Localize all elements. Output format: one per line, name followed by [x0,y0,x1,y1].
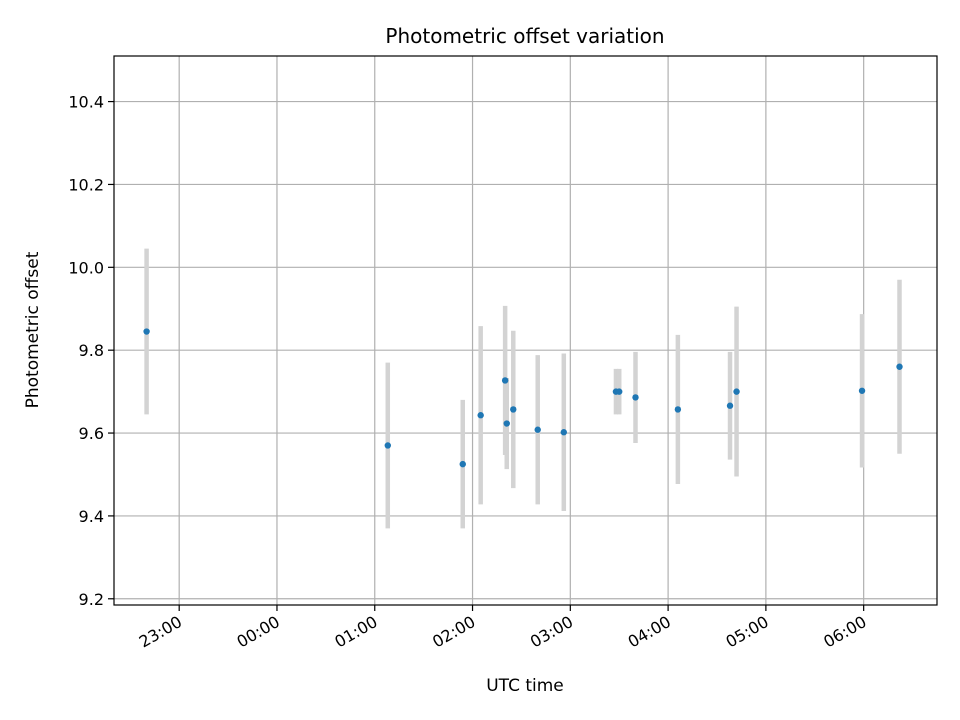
data-point [858,387,866,394]
data-point [143,328,150,335]
data-point [733,388,740,395]
y-tick-label: 9.4 [79,507,104,526]
data-point [632,394,639,401]
data-point [534,426,541,433]
data-point [560,429,567,436]
y-axis-title: Photometric offset [23,251,43,408]
x-axis-title: UTC time [486,676,564,696]
y-tick-label: 10.2 [68,175,104,194]
data-point [503,420,510,427]
data-point [459,460,466,468]
data-point [384,442,391,449]
data-point [477,412,484,419]
data-points [143,328,903,468]
y-tick-label: 9.6 [79,424,104,443]
y-tick-label: 10.4 [68,93,104,112]
data-point [510,406,517,413]
y-axis: 9.2 9.4 9.6 9.8 10.0 10.2 10.4 [68,93,114,609]
data-point [616,388,623,395]
grid [114,56,937,605]
data-point [896,363,903,370]
data-point [726,402,734,409]
y-tick-label: 9.8 [79,341,104,360]
y-tick-label: 9.2 [79,590,104,609]
plot-frame [113,55,938,606]
y-tick-label: 10.0 [68,258,104,277]
data-point [501,377,509,384]
chart-title: Photometric offset variation [385,24,664,48]
data-point [674,406,682,413]
